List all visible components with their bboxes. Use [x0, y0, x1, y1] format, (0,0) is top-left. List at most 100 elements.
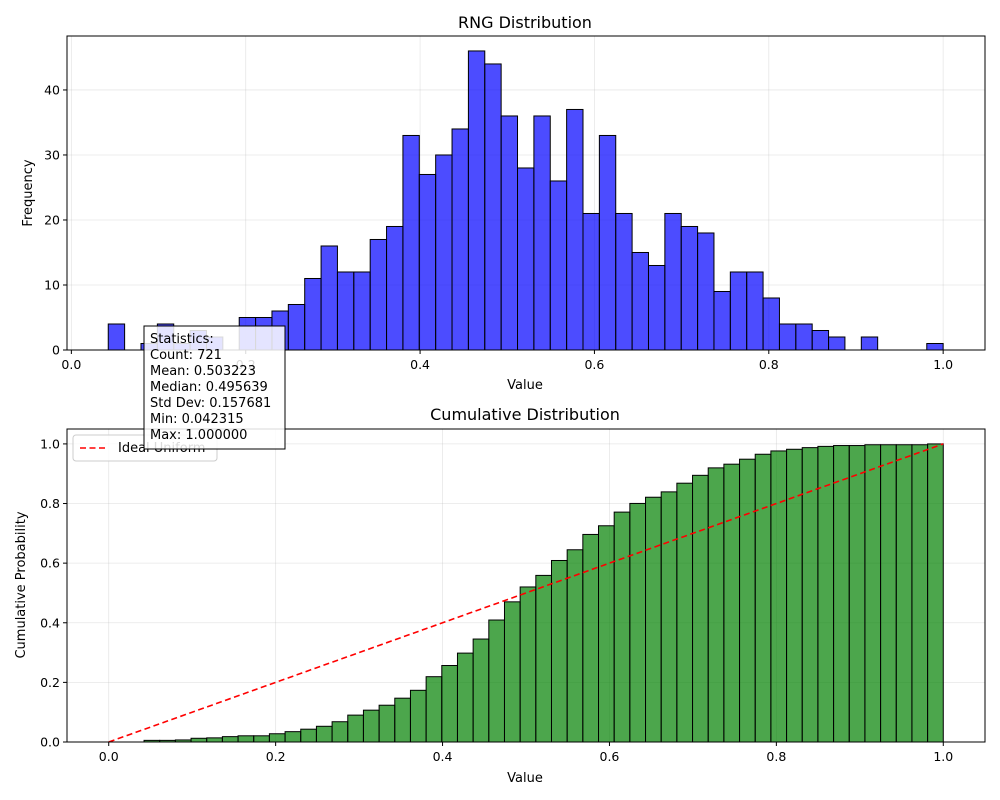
- bar: [402, 134, 420, 351]
- x-tick-label: 0.4: [433, 749, 453, 764]
- x-tick-label: 0.6: [600, 749, 620, 764]
- bar: [284, 731, 302, 743]
- y-tick-label: 40: [44, 82, 60, 97]
- bar: [472, 638, 490, 743]
- bar: [860, 336, 879, 351]
- bar: [268, 733, 286, 743]
- bar: [598, 525, 615, 743]
- bar: [336, 271, 355, 351]
- y-tick-label: 10: [44, 277, 60, 292]
- bar: [347, 714, 364, 743]
- bar: [435, 154, 453, 351]
- y-tick-label: 0.6: [40, 556, 60, 571]
- statistics-line: Count: 721: [150, 348, 222, 363]
- statistics-box-frame: [143, 325, 286, 450]
- bar: [713, 290, 731, 351]
- bar: [566, 108, 584, 351]
- bar: [762, 297, 780, 351]
- bar: [503, 601, 521, 743]
- histogram-frame: [66, 35, 986, 351]
- bar: [697, 232, 715, 351]
- bar: [647, 264, 666, 351]
- bar: [895, 444, 913, 743]
- bar: [190, 737, 208, 743]
- bar: [864, 444, 882, 743]
- y-tick-label: 0.0: [40, 735, 60, 750]
- histogram-y-ticks: 0 10 20 30 40: [44, 82, 67, 358]
- y-tick-label: 0: [52, 343, 60, 358]
- y-tick-label: 0.2: [40, 675, 60, 690]
- bar: [386, 225, 404, 351]
- bar: [778, 323, 797, 351]
- bar: [680, 225, 699, 351]
- bar: [754, 453, 772, 743]
- bar: [488, 619, 505, 743]
- bar: [811, 329, 830, 351]
- bar: [533, 115, 551, 351]
- bar: [425, 676, 443, 743]
- statistics-box: Statistics: Count: 721 Mean: 0.503223 Me…: [143, 325, 286, 450]
- cumulative-frame: [66, 428, 986, 743]
- statistics-line: Max: 1.000000: [150, 428, 247, 443]
- bar: [795, 323, 813, 351]
- bar: [828, 336, 846, 351]
- y-tick-label: 30: [44, 147, 60, 162]
- bar: [206, 737, 223, 743]
- bar: [535, 574, 552, 743]
- bar: [676, 482, 694, 743]
- bar: [378, 704, 396, 743]
- bar: [353, 271, 371, 351]
- bar: [786, 448, 803, 743]
- bar: [692, 474, 709, 743]
- bar: [409, 689, 427, 743]
- bar: [723, 463, 741, 743]
- y-tick-label: 0.4: [40, 615, 60, 630]
- bar: [645, 496, 662, 743]
- bar: [660, 491, 678, 743]
- bar: [817, 445, 835, 743]
- bar: [582, 212, 600, 351]
- statistics-line: Min: 0.042315: [150, 412, 244, 427]
- bar: [500, 115, 519, 351]
- histogram-title: RNG Distribution: [458, 13, 592, 32]
- bar: [746, 271, 764, 351]
- bar: [549, 180, 568, 351]
- bar: [848, 445, 866, 743]
- bar: [253, 735, 270, 743]
- bar: [451, 128, 469, 351]
- bar: [880, 444, 897, 743]
- x-tick-label: 0.4: [410, 357, 430, 372]
- x-tick-label: 0.6: [584, 357, 604, 372]
- bar: [770, 450, 788, 743]
- bar: [550, 559, 568, 743]
- bar: [456, 652, 474, 743]
- bar: [369, 238, 388, 351]
- histogram-x-label: Value: [507, 378, 543, 393]
- bar: [287, 303, 306, 351]
- cumulative-bars: [143, 443, 944, 743]
- bar: [237, 735, 255, 743]
- bar: [467, 50, 486, 351]
- statistics-line: Mean: 0.503223: [150, 364, 256, 379]
- bar: [566, 549, 584, 743]
- statistics-line: Median: 0.495639: [150, 380, 268, 395]
- x-tick-label: 1.0: [933, 357, 953, 372]
- x-tick-label: 0.8: [759, 357, 779, 372]
- bar: [582, 533, 600, 743]
- bar: [304, 277, 322, 351]
- cumulative-y-ticks: 0.0 0.2 0.4 0.6 0.8 1.0: [40, 436, 67, 750]
- bar: [927, 443, 944, 743]
- bar: [631, 251, 649, 351]
- bar: [441, 665, 458, 743]
- bar: [629, 502, 647, 743]
- bar: [911, 444, 929, 743]
- bar: [331, 721, 349, 743]
- bar: [613, 511, 631, 743]
- bar: [320, 245, 338, 351]
- histogram-bars: [107, 50, 944, 351]
- bar: [394, 697, 411, 743]
- bar: [300, 728, 317, 743]
- bar: [729, 271, 748, 351]
- ideal-uniform-line: [108, 443, 944, 743]
